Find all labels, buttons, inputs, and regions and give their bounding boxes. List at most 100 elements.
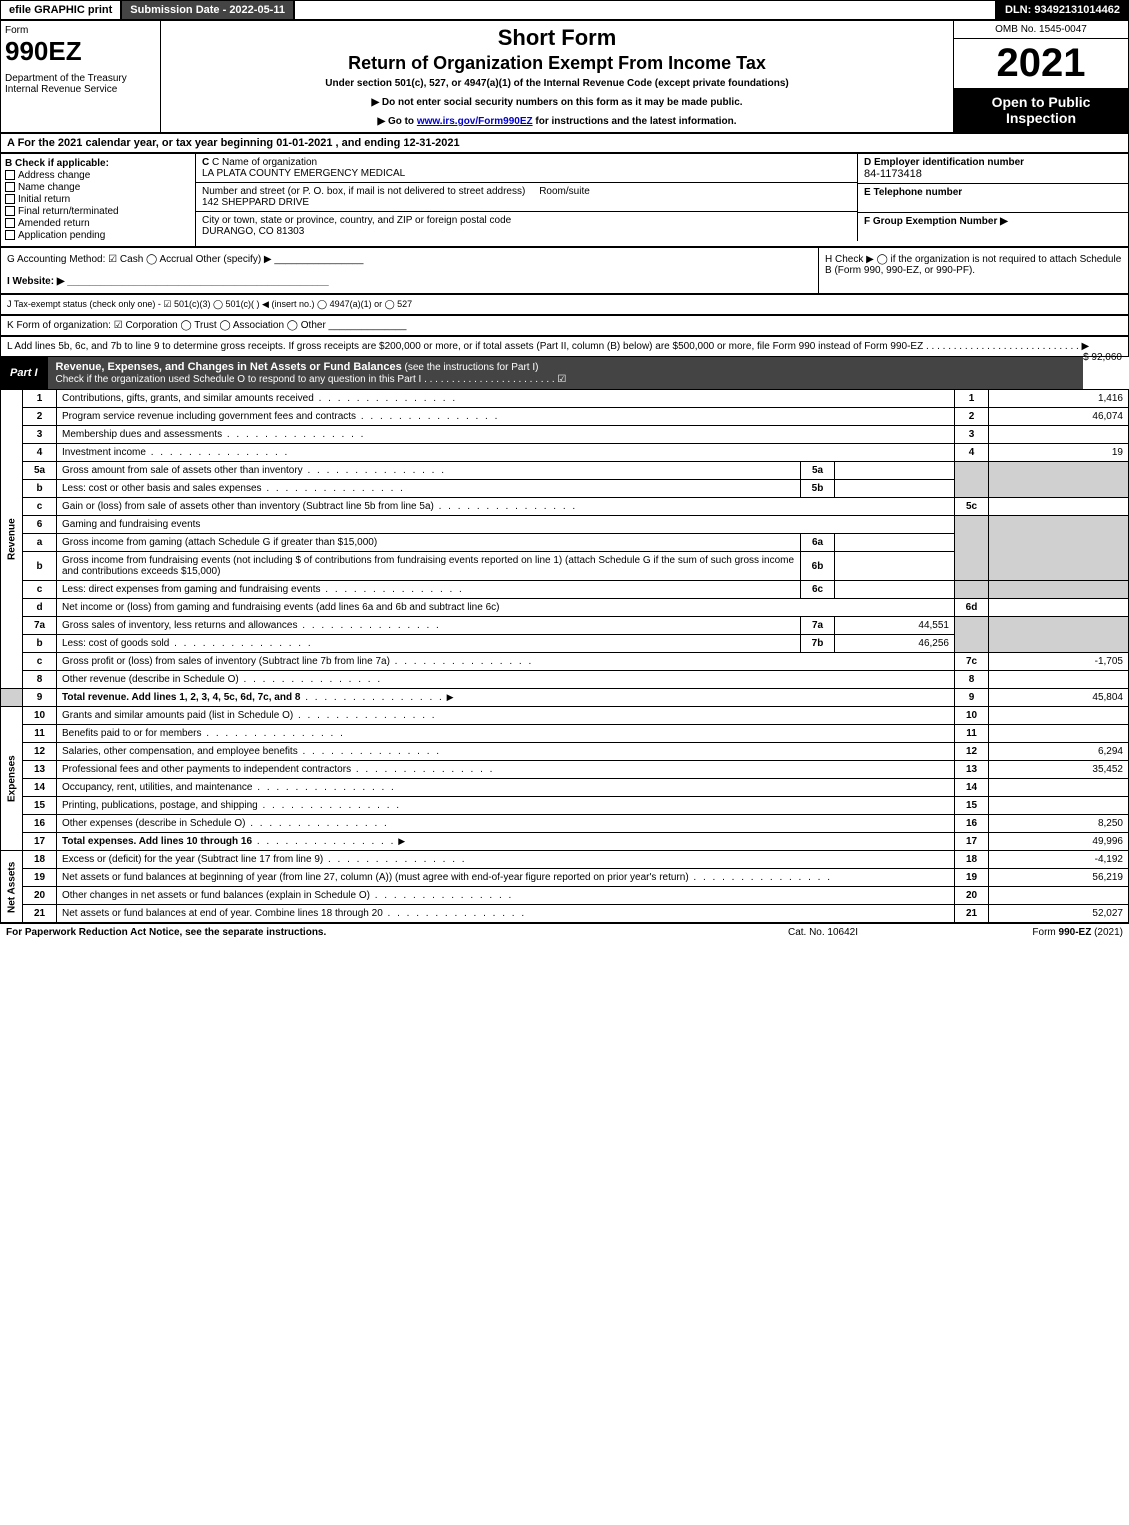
part1-header: Part I Revenue, Expenses, and Changes in… — [0, 357, 1083, 389]
val-4: 19 — [989, 444, 1129, 462]
val-8 — [989, 671, 1129, 689]
line-15: 15 Printing, publications, postage, and … — [1, 797, 1129, 815]
title-return: Return of Organization Exempt From Incom… — [171, 53, 943, 74]
line-16: 16 Other expenses (describe in Schedule … — [1, 815, 1129, 833]
header-mid: Short Form Return of Organization Exempt… — [161, 21, 953, 132]
val-6c — [835, 581, 955, 599]
omb-number: OMB No. 1545-0047 — [954, 21, 1128, 39]
chk-application-pending[interactable]: Application pending — [5, 230, 191, 241]
line-6c: c Less: direct expenses from gaming and … — [1, 581, 1129, 599]
box-cdef: C C Name of organization LA PLATA COUNTY… — [196, 154, 1128, 246]
line-5c: c Gain or (loss) from sale of assets oth… — [1, 498, 1129, 516]
line-7c: c Gross profit or (loss) from sales of i… — [1, 653, 1129, 671]
c-addr-label: Number and street (or P. O. box, if mail… — [202, 186, 525, 197]
instr-ssn: ▶ Do not enter social security numbers o… — [171, 97, 943, 108]
val-6b — [835, 552, 955, 581]
header-left: Form 990EZ Department of the Treasury In… — [1, 21, 161, 132]
box-g: G Accounting Method: ☑ Cash ◯ Accrual Ot… — [1, 248, 818, 293]
chk-initial-return[interactable]: Initial return — [5, 194, 191, 205]
line-5a: 5a Gross amount from sale of assets othe… — [1, 462, 1129, 480]
line-17: 17 Total expenses. Add lines 10 through … — [1, 833, 1129, 851]
footer-catno: Cat. No. 10642I — [723, 927, 923, 938]
line-12: 12 Salaries, other compensation, and emp… — [1, 743, 1129, 761]
box-h: H Check ▶ ◯ if the organization is not r… — [818, 248, 1128, 293]
tax-year: 2021 — [954, 39, 1128, 88]
efile-label[interactable]: efile GRAPHIC print — [0, 0, 121, 20]
arrow-icon — [447, 692, 454, 703]
val-6d — [989, 599, 1129, 617]
line-19: 19 Net assets or fund balances at beginn… — [1, 869, 1129, 887]
footer-formref: Form 990-EZ (2021) — [923, 927, 1123, 938]
val-16: 8,250 — [989, 815, 1129, 833]
org-address: 142 SHEPPARD DRIVE — [202, 197, 309, 208]
part1-table: Revenue 1 Contributions, gifts, grants, … — [0, 389, 1129, 923]
topbar-spacer — [294, 0, 996, 20]
line-9: 9 Total revenue. Add lines 1, 2, 3, 4, 5… — [1, 689, 1129, 707]
line-4: 4 Investment income 4 19 — [1, 444, 1129, 462]
c-city-label: City or town, state or province, country… — [202, 215, 511, 226]
val-20 — [989, 887, 1129, 905]
part1-title: Revenue, Expenses, and Changes in Net As… — [48, 357, 1084, 389]
line-18: Net Assets 18 Excess or (deficit) for th… — [1, 851, 1129, 869]
val-5c — [989, 498, 1129, 516]
line-14: 14 Occupancy, rent, utilities, and maint… — [1, 779, 1129, 797]
side-expenses: Expenses — [1, 707, 23, 851]
line-7a: 7a Gross sales of inventory, less return… — [1, 617, 1129, 635]
val-1: 1,416 — [989, 390, 1129, 408]
dln-label: DLN: 93492131014462 — [996, 0, 1129, 20]
val-6a — [835, 534, 955, 552]
form-number: 990EZ — [5, 36, 156, 67]
chk-final-return[interactable]: Final return/terminated — [5, 206, 191, 217]
side-netassets: Net Assets — [1, 851, 23, 923]
dept-label: Department of the Treasury Internal Reve… — [5, 73, 156, 95]
line-8: 8 Other revenue (describe in Schedule O)… — [1, 671, 1129, 689]
val-21: 52,027 — [989, 905, 1129, 923]
box-c: C C Name of organization LA PLATA COUNTY… — [196, 154, 858, 241]
line-3: 3 Membership dues and assessments 3 — [1, 426, 1129, 444]
val-5a — [835, 462, 955, 480]
subtitle: Under section 501(c), 527, or 4947(a)(1)… — [171, 78, 943, 89]
val-13: 35,452 — [989, 761, 1129, 779]
val-10 — [989, 707, 1129, 725]
g-text: G Accounting Method: ☑ Cash ◯ Accrual Ot… — [7, 254, 363, 265]
submission-date: Submission Date - 2022-05-11 — [121, 0, 294, 20]
open-public-box: Open to Public Inspection — [954, 88, 1128, 132]
box-b-label: B Check if applicable: — [5, 158, 109, 169]
gh-row: G Accounting Method: ☑ Cash ◯ Accrual Ot… — [0, 247, 1129, 294]
line-13: 13 Professional fees and other payments … — [1, 761, 1129, 779]
e-phone-label: E Telephone number — [864, 187, 962, 198]
line-6d: d Net income or (loss) from gaming and f… — [1, 599, 1129, 617]
line-2: 2 Program service revenue including gove… — [1, 408, 1129, 426]
val-11 — [989, 725, 1129, 743]
arrow-icon — [398, 836, 405, 847]
top-bar: efile GRAPHIC print Submission Date - 20… — [0, 0, 1129, 20]
line-1: Revenue 1 Contributions, gifts, grants, … — [1, 390, 1129, 408]
f-group-label: F Group Exemption Number ▶ — [864, 216, 1008, 227]
val-14 — [989, 779, 1129, 797]
form-word: Form — [5, 25, 156, 36]
val-12: 6,294 — [989, 743, 1129, 761]
i-text: I Website: ▶ ___________________________… — [7, 276, 329, 287]
chk-address-change[interactable]: Address change — [5, 170, 191, 181]
chk-name-change[interactable]: Name change — [5, 182, 191, 193]
l-text: L Add lines 5b, 6c, and 7b to line 9 to … — [7, 341, 1089, 352]
c-room-label: Room/suite — [539, 186, 590, 197]
header-right: OMB No. 1545-0047 2021 Open to Public In… — [953, 21, 1128, 132]
line-20: 20 Other changes in net assets or fund b… — [1, 887, 1129, 905]
val-9: 45,804 — [989, 689, 1129, 707]
form-header: Form 990EZ Department of the Treasury In… — [0, 20, 1129, 133]
l-amount: $ 92,060 — [1083, 352, 1122, 363]
val-3 — [989, 426, 1129, 444]
instr-goto-post: for instructions and the latest informat… — [533, 116, 737, 127]
side-revenue: Revenue — [1, 390, 23, 689]
d-ein-label: D Employer identification number — [864, 157, 1024, 168]
line-21: 21 Net assets or fund balances at end of… — [1, 905, 1129, 923]
irs-link[interactable]: www.irs.gov/Form990EZ — [417, 116, 533, 127]
row-a-tax-year: A For the 2021 calendar year, or tax yea… — [0, 133, 1129, 153]
chk-amended-return[interactable]: Amended return — [5, 218, 191, 229]
row-a-text: A For the 2021 calendar year, or tax yea… — [7, 137, 460, 149]
val-18: -4,192 — [989, 851, 1129, 869]
part1-check: Check if the organization used Schedule … — [56, 374, 567, 385]
val-7c: -1,705 — [989, 653, 1129, 671]
ein-value: 84-1173418 — [864, 168, 922, 180]
